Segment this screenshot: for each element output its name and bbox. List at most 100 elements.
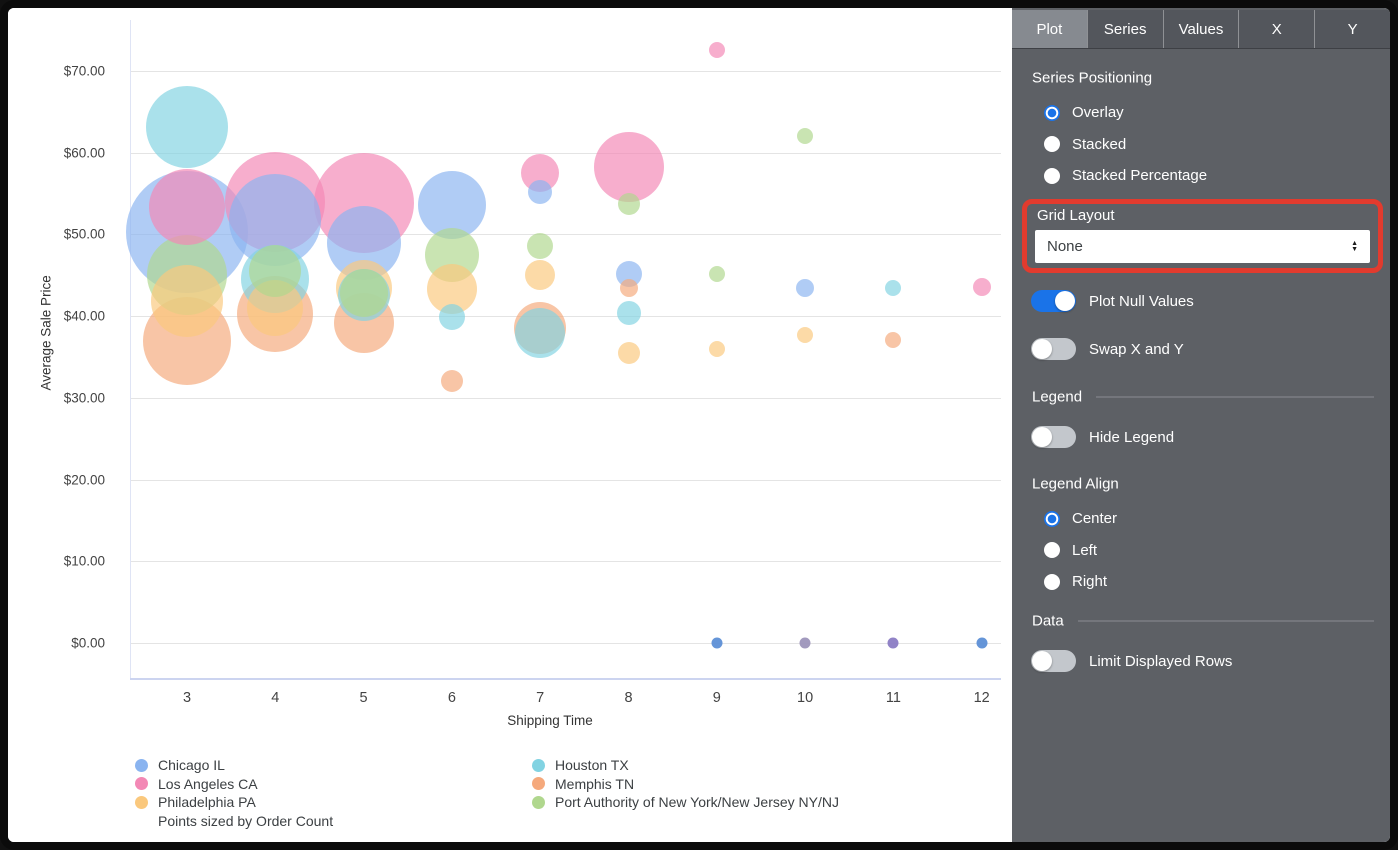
x-tick-label: 8	[624, 690, 633, 706]
data-bubble[interactable]	[708, 41, 725, 58]
data-bubble[interactable]	[617, 193, 640, 216]
x-tick-label: 4	[271, 690, 280, 706]
gridline	[130, 479, 1001, 481]
legend-swatch-icon	[135, 795, 148, 809]
series-positioning-option-stacked[interactable]: Stacked	[1012, 129, 1390, 161]
data-bubble[interactable]	[616, 300, 641, 325]
data-bubble[interactable]	[708, 265, 725, 282]
gridline	[130, 561, 1001, 563]
grid-layout-select[interactable]: None ▲ ▼	[1035, 230, 1370, 263]
data-bubble[interactable]	[417, 171, 486, 240]
data-bubble[interactable]	[438, 303, 465, 330]
data-bubble[interactable]	[708, 340, 725, 357]
points-sized-note: Points sized by Order Count	[158, 813, 334, 830]
data-bubble[interactable]	[885, 279, 902, 296]
legend-item[interactable]: Port Authority of New York/New Jersey NY…	[532, 793, 839, 812]
gridline	[130, 152, 1001, 154]
y-tick-label: $0.00	[71, 635, 105, 651]
y-tick-label: $10.00	[63, 553, 105, 569]
data-bubble[interactable]	[972, 277, 991, 296]
data-bubble[interactable]	[619, 279, 638, 298]
data-bubble[interactable]	[440, 369, 463, 392]
tab-series[interactable]: Series	[1086, 10, 1163, 48]
data-bubble[interactable]	[525, 260, 556, 291]
legend-swatch-icon	[135, 777, 148, 791]
data-section-header: Data	[1032, 613, 1374, 630]
legend-align-label: Legend Align	[1032, 475, 1119, 493]
radio-button-icon[interactable]	[1044, 167, 1060, 184]
data-bubble[interactable]	[249, 245, 302, 298]
panel-tabs: Plot Series Values X Y	[1012, 10, 1390, 49]
swap-x-and-y-toggle[interactable]	[1031, 338, 1076, 360]
series-positioning-options: Overlay Stacked Stacked Percentage	[1012, 97, 1390, 192]
legend-align-option-center[interactable]: Center	[1012, 503, 1390, 535]
legend-section-header: Legend	[1032, 389, 1374, 406]
radio-button-icon[interactable]	[1044, 573, 1060, 590]
y-tick-label: $40.00	[63, 308, 105, 324]
hide-legend-toggle[interactable]	[1031, 426, 1076, 448]
tab-x[interactable]: X	[1238, 10, 1314, 48]
limit-displayed-rows-toggle[interactable]	[1031, 650, 1076, 672]
legend-item[interactable]: Philadelphia PA	[135, 793, 333, 812]
radio-button-icon[interactable]	[1044, 542, 1060, 559]
section-divider	[1096, 396, 1374, 398]
data-bubble[interactable]	[885, 331, 902, 348]
legend-align-options: Center Left Right	[1012, 503, 1390, 598]
grid-layout-highlight: Grid Layout None ▲ ▼	[1022, 199, 1383, 273]
zero-value-dot[interactable]	[976, 637, 988, 649]
legend-item[interactable]: Chicago IL	[135, 756, 333, 775]
data-bubble[interactable]	[593, 132, 664, 203]
data-bubble[interactable]	[797, 128, 814, 145]
legend-item[interactable]: Memphis TN	[532, 775, 839, 794]
radio-label: Stacked Percentage	[1072, 167, 1208, 185]
legend-item[interactable]: Houston TX	[532, 756, 839, 775]
x-tick-label: 3	[182, 690, 192, 706]
legend-align-option-right[interactable]: Right	[1012, 566, 1390, 598]
legend-swatch-icon	[532, 795, 545, 809]
radio-button-icon[interactable]	[1044, 510, 1060, 527]
data-bubble[interactable]	[151, 265, 223, 338]
legend-item-label: Philadelphia PA	[158, 794, 256, 811]
data-bubble[interactable]	[527, 232, 554, 259]
section-divider	[1077, 620, 1374, 622]
plot-null-values-label: Plot Null Values	[1089, 292, 1194, 310]
x-tick-label: 6	[447, 690, 456, 706]
zero-value-dot[interactable]	[799, 637, 811, 649]
data-bubble[interactable]	[617, 341, 640, 364]
data-bubble[interactable]	[339, 269, 388, 318]
tab-plot[interactable]: Plot	[1012, 10, 1087, 48]
toggle-knob	[1032, 651, 1052, 671]
series-positioning-option-overlay[interactable]: Overlay	[1012, 97, 1390, 129]
radio-button-icon[interactable]	[1044, 104, 1060, 121]
data-bubble[interactable]	[515, 307, 566, 358]
data-bubble[interactable]	[528, 179, 553, 204]
gridline	[130, 397, 1001, 399]
gridline	[130, 643, 1001, 644]
grid-layout-selected-value: None	[1047, 238, 1083, 255]
radio-button-icon[interactable]	[1044, 136, 1060, 153]
data-bubble[interactable]	[796, 279, 815, 298]
tab-y[interactable]: Y	[1314, 10, 1390, 48]
series-positioning-option-stacked-percentage[interactable]: Stacked Percentage	[1012, 160, 1390, 192]
tab-values[interactable]: Values	[1162, 10, 1239, 48]
data-bubble[interactable]	[797, 326, 814, 343]
data-bubble[interactable]	[149, 168, 225, 245]
y-tick-label: $20.00	[63, 472, 105, 488]
legend-item-label: Chicago IL	[158, 757, 225, 774]
x-tick-label: 5	[359, 690, 368, 706]
zero-value-dot[interactable]	[887, 637, 899, 649]
radio-label: Center	[1072, 510, 1118, 528]
data-bubble[interactable]	[146, 85, 228, 168]
zero-value-dot[interactable]	[711, 637, 723, 649]
legend-align-option-left[interactable]: Left	[1012, 535, 1390, 567]
y-axis-line	[130, 20, 131, 678]
legend-item[interactable]: Los Angeles CA	[135, 775, 333, 794]
hide-legend-label: Hide Legend	[1089, 428, 1175, 446]
bubble-chart: $0.00 $10.00 $20.00 $30.00 $40.00 $50.00 $60.0…	[8, 8, 1012, 842]
x-tick-label: 10	[797, 690, 814, 706]
radio-label: Right	[1072, 573, 1108, 591]
x-axis-title: Shipping Time	[507, 713, 593, 728]
hide-legend-row: Hide Legend	[1031, 426, 1174, 448]
plot-null-values-toggle[interactable]	[1031, 290, 1076, 312]
